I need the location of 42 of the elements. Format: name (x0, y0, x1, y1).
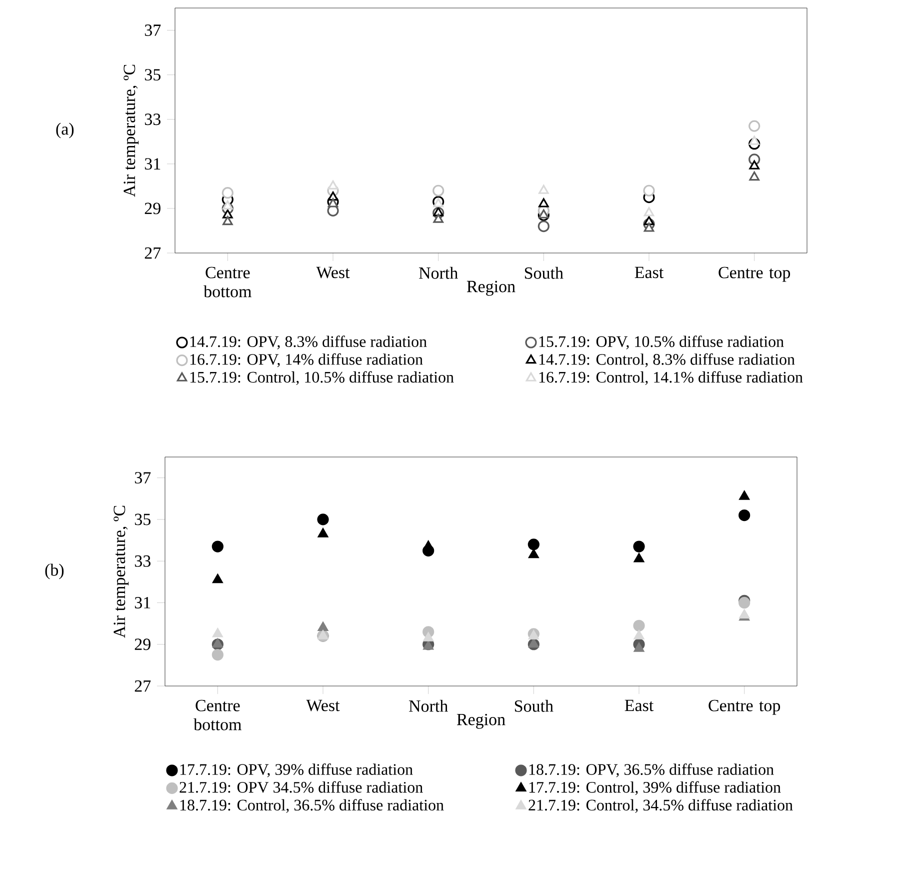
x-tick-label: Centre bottom (204, 266, 252, 298)
legend-label: 18.7.19: Control, 36.5% diffuse radiation (180, 799, 444, 813)
x-tick-label: Centre top (718, 266, 790, 282)
x-tick-label: South (514, 700, 554, 712)
x-tick-label: South (524, 266, 564, 279)
y-axis-title: Air temperature, ºC (114, 506, 129, 638)
legend-label: 16.7.19: OPV, 14% diffuse radiation (190, 353, 423, 368)
y-tick-label: 35 (144, 69, 160, 81)
x-tick-label: North (418, 266, 458, 279)
legend-label: 15.7.19: OPV, 10.5% diffuse radiation (539, 336, 784, 350)
y-tick-label: 31 (144, 158, 160, 170)
legend-label: 17.7.19: Control, 39% diffuse radiation (529, 781, 781, 796)
y-tick-label: 31 (134, 597, 150, 608)
y-tick-label: 27 (144, 247, 161, 259)
y-tick-label: 37 (144, 24, 161, 36)
x-tick-label: Centre top (708, 700, 780, 715)
legend-label: 21.7.19: OPV 34.5% diffuse radiation (180, 781, 423, 793)
y-tick-label: 33 (144, 114, 160, 126)
text: (b) (45, 564, 64, 580)
legend-label: 17.7.19: OPV, 39% diffuse radiation (180, 763, 413, 778)
text: (a) (56, 122, 74, 138)
y-tick-label: 29 (134, 638, 150, 650)
y-tick-label: 35 (134, 514, 150, 526)
x-tick-label: North (408, 700, 448, 712)
x-tick-label: West (316, 266, 350, 278)
x-axis-title: Region (456, 714, 506, 729)
legend-label: 18.7.19: OPV, 36.5% diffuse radiation (529, 763, 774, 778)
x-axis-title: Region (466, 280, 516, 296)
legend-label: 14.7.19: Control, 8.3% diffuse radiation (539, 353, 795, 368)
x-tick-label: East (634, 266, 664, 278)
legend-label: 16.7.19: Control, 14.1% diffuse radiation (539, 371, 803, 385)
y-tick-label: 27 (134, 680, 151, 692)
legend-label: 15.7.19: Control, 10.5% diffuse radiation (190, 371, 454, 385)
y-axis-title: Air temperature, ºC (124, 64, 139, 197)
legend-label: 21.7.19: Control, 34.5% diffuse radiation (528, 799, 793, 813)
x-tick-label: West (306, 700, 340, 712)
x-tick-label: East (624, 700, 654, 712)
y-tick-label: 37 (134, 472, 151, 484)
x-tick-label: Centre bottom (194, 700, 242, 730)
legend-label: 14.7.19: OPV, 8.3% diffuse radiation (190, 336, 427, 350)
y-tick-label: 29 (144, 202, 160, 214)
y-tick-label: 33 (134, 555, 150, 567)
